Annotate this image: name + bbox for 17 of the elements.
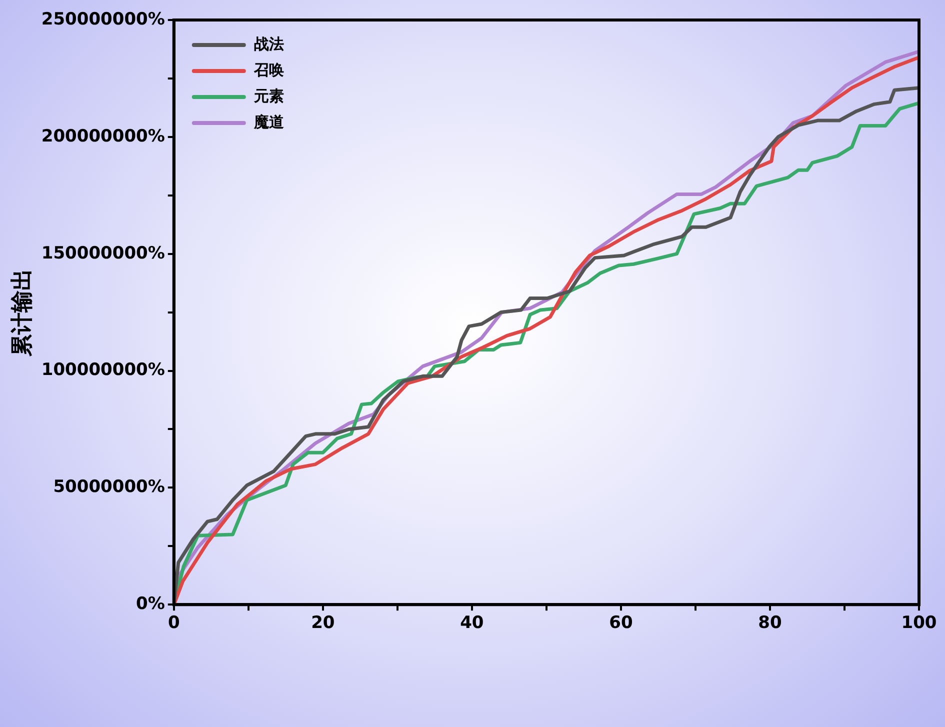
- y-tick-label: 100000000%: [41, 360, 165, 380]
- y-tick-label: 250000000%: [41, 9, 165, 30]
- legend-label: 战法: [254, 34, 284, 53]
- legend-label: 元素: [252, 86, 284, 105]
- x-tick-label: 100: [901, 613, 937, 634]
- x-tick-label: 60: [609, 613, 633, 634]
- legend-label: 魔道: [252, 112, 285, 131]
- x-tick-label: 80: [758, 613, 782, 634]
- y-tick-label: 200000000%: [41, 126, 165, 146]
- y-tick-label: 150000000%: [41, 243, 165, 264]
- x-tick-label: 20: [311, 613, 335, 634]
- x-tick-label: 40: [460, 613, 484, 634]
- legend-label: 召唤: [252, 60, 284, 79]
- x-tick-label: 0: [168, 613, 180, 634]
- y-tick-label: 50000000%: [53, 477, 165, 498]
- y-tick-label: 0%: [136, 594, 165, 614]
- y-axis-title: 累计输出: [10, 268, 35, 358]
